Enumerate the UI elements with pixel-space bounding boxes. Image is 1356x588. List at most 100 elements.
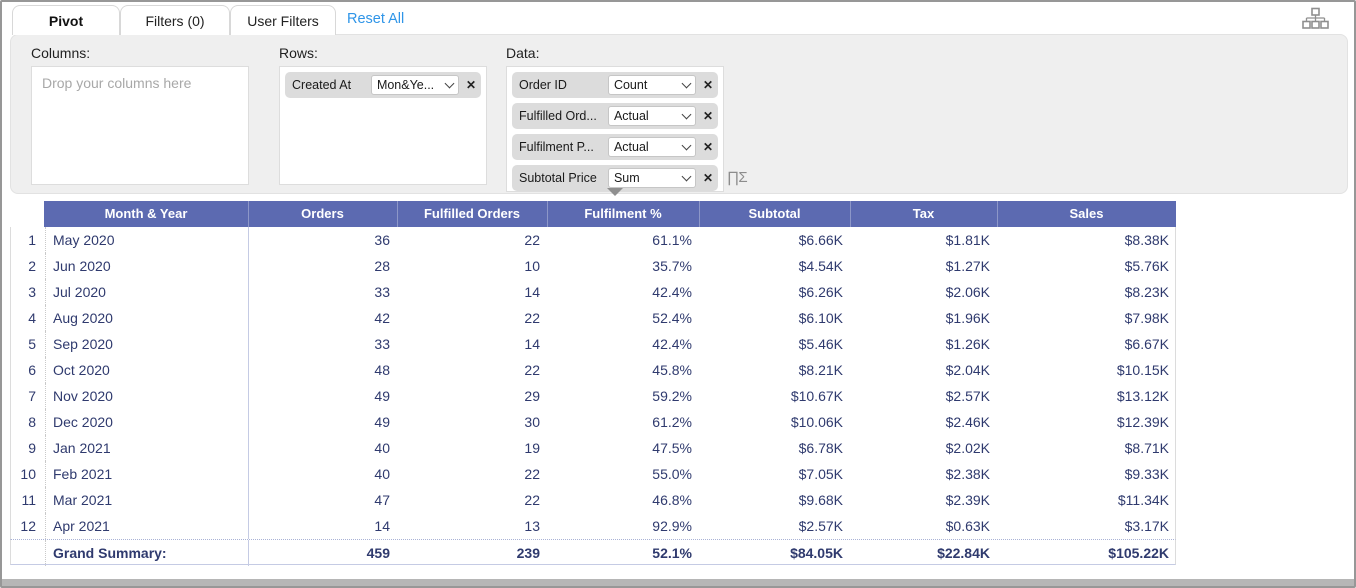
header-sales[interactable]: Sales	[997, 201, 1176, 227]
field-pill[interactable]: Fulfilment P... Actual ✕	[512, 134, 718, 160]
sales-cell: $8.23K	[1124, 284, 1169, 300]
aggregation-value: Count	[613, 78, 648, 92]
table-row: 1 May 2020 36 22 61.1% $6.66K $1.81K $8.38K	[10, 227, 1176, 253]
subtotal-cell: $4.54K	[798, 258, 843, 274]
fulfilled-orders-cell: 22	[524, 466, 540, 482]
hierarchy-icon[interactable]	[1302, 7, 1329, 35]
table-row: 5 Sep 2020 33 14 42.4% $5.46K $1.26K $6.67K	[10, 331, 1176, 357]
summary-pct: 52.1%	[652, 545, 692, 561]
tab-pivot[interactable]: Pivot	[12, 5, 120, 35]
remove-field-icon[interactable]: ✕	[465, 78, 476, 92]
fulfilled-orders-cell: 10	[524, 258, 540, 274]
horizontal-scrollbar[interactable]	[2, 579, 1354, 586]
fulfilled-orders-cell: 22	[524, 232, 540, 248]
orders-cell: 40	[374, 440, 390, 456]
table-body: 1 May 2020 36 22 61.1% $6.66K $1.81K $8.38K 2 Jun…	[10, 227, 1176, 539]
fulfilled-orders-cell: 14	[524, 284, 540, 300]
aggregation-dropdown[interactable]: Actual	[607, 106, 696, 126]
field-pill[interactable]: Subtotal Price Sum ✕	[512, 165, 718, 191]
aggregation-dropdown[interactable]: Mon&Ye...	[370, 75, 459, 95]
field-pill[interactable]: Order ID Count ✕	[512, 72, 718, 98]
tax-cell: $2.06K	[945, 284, 990, 300]
field-pill[interactable]: Created At Mon&Ye... ✕	[285, 72, 481, 98]
fulfilled-orders-cell: 22	[524, 492, 540, 508]
field-pill[interactable]: Fulfilled Ord... Actual ✕	[512, 103, 718, 129]
fulfilment-pct-cell: 42.4%	[652, 284, 692, 300]
table-row: 11 Mar 2021 47 22 46.8% $9.68K $2.39K $11.34K	[10, 487, 1176, 513]
tab-filters[interactable]: Filters (0)	[120, 5, 230, 35]
chevron-down-icon	[681, 171, 692, 182]
tab-user-filters[interactable]: User Filters	[230, 5, 336, 35]
remove-field-icon[interactable]: ✕	[702, 109, 713, 123]
fulfilled-orders-cell: 22	[524, 310, 540, 326]
sales-cell: $5.76K	[1124, 258, 1169, 274]
row-number-cell: 1	[28, 232, 36, 248]
columns-drop-zone[interactable]: Drop your columns here	[31, 66, 249, 185]
sales-cell: $8.71K	[1124, 440, 1169, 456]
remove-field-icon[interactable]: ✕	[702, 78, 713, 92]
orders-cell: 14	[374, 518, 390, 534]
orders-cell: 33	[374, 284, 390, 300]
month-year-cell: Apr 2021	[45, 513, 249, 539]
fulfilment-pct-cell: 45.8%	[652, 362, 692, 378]
remove-field-icon[interactable]: ✕	[702, 140, 713, 154]
subtotal-cell: $6.78K	[798, 440, 843, 456]
fulfilment-pct-cell: 61.1%	[652, 232, 692, 248]
subtotal-cell: $7.05K	[798, 466, 843, 482]
sales-cell: $11.34K	[1117, 492, 1169, 508]
orders-cell: 36	[374, 232, 390, 248]
data-drop-zone[interactable]: Order ID Count ✕ Fulfilled Ord... Actual ✕ Ful…	[506, 66, 724, 192]
chevron-down-icon	[681, 140, 692, 151]
tax-cell: $1.96K	[945, 310, 990, 326]
table-row: 4 Aug 2020 42 22 52.4% $6.10K $1.96K $7.98K	[10, 305, 1176, 331]
month-year-cell: Jul 2020	[45, 279, 249, 305]
aggregation-dropdown[interactable]: Actual	[607, 137, 696, 157]
fulfilled-orders-cell: 14	[524, 336, 540, 352]
aggregation-dropdown[interactable]: Count	[607, 75, 696, 95]
header-fulfilled-orders[interactable]: Fulfilled Orders	[397, 201, 547, 227]
subtotal-cell: $2.57K	[798, 518, 843, 534]
summary-subtotal: $84.05K	[790, 545, 843, 561]
subtotal-cell: $10.67K	[790, 388, 843, 404]
row-number-cell: 6	[28, 362, 36, 378]
orders-cell: 47	[374, 492, 390, 508]
chevron-down-icon	[681, 78, 692, 89]
header-subtotal[interactable]: Subtotal	[699, 201, 850, 227]
header-orders[interactable]: Orders	[248, 201, 397, 227]
month-year-cell: Oct 2020	[45, 357, 249, 383]
fulfilment-pct-cell: 47.5%	[652, 440, 692, 456]
tax-cell: $2.46K	[945, 414, 990, 430]
subtotal-cell: $5.46K	[798, 336, 843, 352]
rows-section-label: Rows:	[279, 45, 318, 61]
fulfilled-orders-cell: 29	[524, 388, 540, 404]
month-year-cell: Dec 2020	[45, 409, 249, 435]
summary-fulfilled: 239	[516, 545, 540, 561]
row-number-cell: 9	[28, 440, 36, 456]
sigma-chart-icon[interactable]: ∏Σ	[727, 169, 748, 186]
header-fulfilment-pct[interactable]: Fulfilment %	[547, 201, 699, 227]
pivot-config-panel: Columns: Drop your columns here Rows: Cr…	[10, 34, 1348, 196]
header-tax[interactable]: Tax	[850, 201, 997, 227]
orders-cell: 40	[374, 466, 390, 482]
table-row: 12 Apr 2021 14 13 92.9% $2.57K $0.63K $3.17K	[10, 513, 1176, 539]
fulfilled-orders-cell: 13	[524, 518, 540, 534]
aggregation-value: Actual	[613, 109, 649, 123]
reset-all-link[interactable]: Reset All	[347, 11, 405, 27]
table-row: 3 Jul 2020 33 14 42.4% $6.26K $2.06K $8.23K	[10, 279, 1176, 305]
month-year-cell: Aug 2020	[45, 305, 249, 331]
data-section-label: Data:	[506, 45, 540, 61]
month-year-cell: May 2020	[45, 227, 249, 253]
remove-field-icon[interactable]: ✕	[702, 171, 713, 185]
aggregation-dropdown[interactable]: Sum	[607, 168, 696, 188]
subtotal-cell: $8.21K	[798, 362, 843, 378]
subtotal-cell: $6.10K	[798, 310, 843, 326]
month-year-cell: Jun 2020	[45, 253, 249, 279]
sales-cell: $13.12K	[1116, 388, 1169, 404]
header-month-year[interactable]: Month & Year	[44, 201, 248, 227]
rows-drop-zone[interactable]: Created At Mon&Ye... ✕	[279, 66, 487, 185]
orders-cell: 42	[374, 310, 390, 326]
scroll-down-indicator[interactable]	[607, 188, 623, 196]
row-number-cell: 7	[28, 388, 36, 404]
row-number-header	[10, 201, 44, 227]
tax-cell: $1.27K	[945, 258, 990, 274]
